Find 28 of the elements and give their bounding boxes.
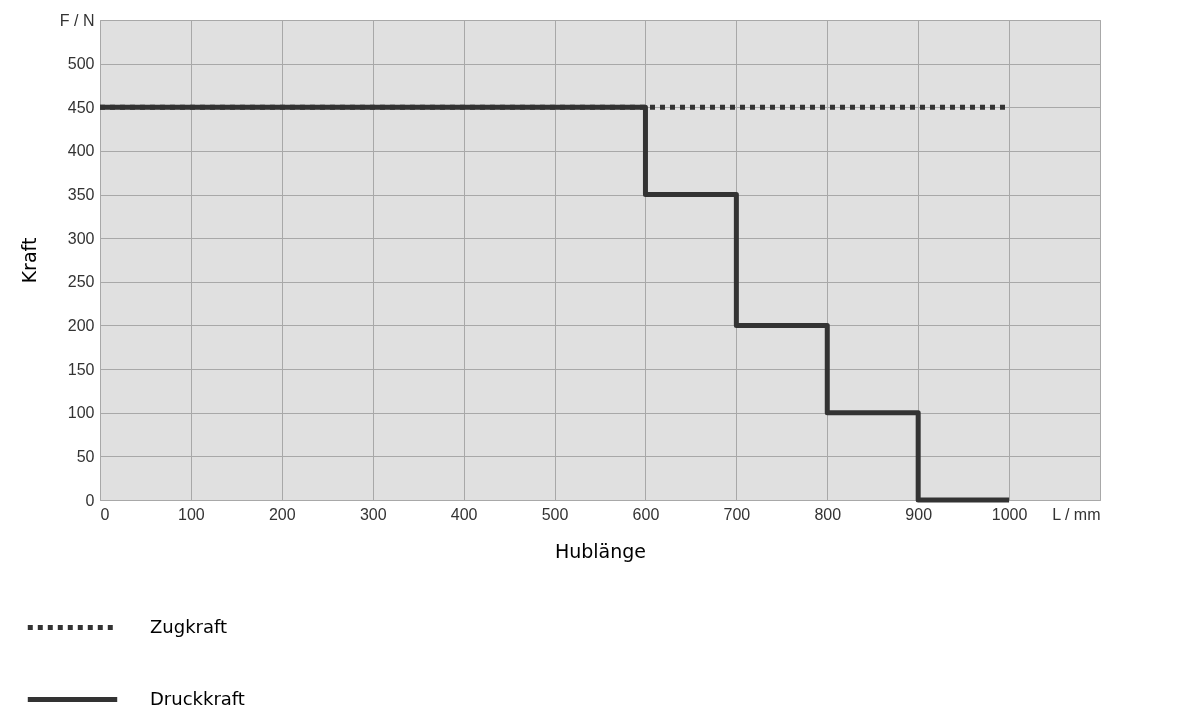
x-tick-label: 400 [450, 505, 478, 523]
x-axis-title: Hublänge [554, 539, 647, 562]
y-tick-label: 250 [67, 273, 95, 291]
x-tick-label: 0 [100, 505, 110, 523]
y-tick-label: F / N [59, 11, 95, 29]
y-tick-label: 450 [67, 98, 95, 116]
y-tick-label: 400 [67, 142, 95, 160]
x-tick-label: 800 [814, 505, 842, 523]
y-tick-label: 300 [67, 229, 95, 247]
x-tick-label: 600 [632, 505, 660, 523]
y-tick-label: 500 [67, 55, 95, 73]
y-tick-label: 350 [67, 186, 95, 204]
x-tick-label: 900 [905, 505, 933, 523]
y-tick-label: 200 [67, 316, 95, 334]
y-tick-label: 100 [67, 404, 95, 422]
x-tick-label: 300 [359, 505, 387, 523]
x-tick-label: 500 [541, 505, 569, 523]
x-tick-label: 200 [268, 505, 296, 523]
y-axis-title: Kraft [17, 237, 40, 284]
x-tick-label: 700 [723, 505, 751, 523]
x-tick-label: 100 [178, 505, 205, 523]
x-tick-label: L / mm [1052, 505, 1101, 523]
x-tick-label: 1000 [991, 505, 1028, 523]
y-tick-label: 50 [76, 447, 95, 465]
legend-label: Druckkraft [150, 687, 245, 709]
y-tick-label: 0 [85, 491, 95, 509]
y-tick-label: 150 [67, 360, 95, 378]
legend-label: Zugkraft [150, 615, 228, 637]
